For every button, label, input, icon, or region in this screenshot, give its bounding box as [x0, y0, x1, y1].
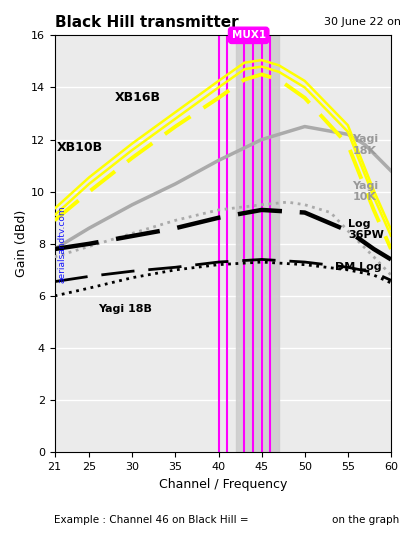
Text: Yagi 18B: Yagi 18B: [98, 304, 152, 314]
Text: aerialsandtv.com: aerialsandtv.com: [57, 205, 66, 282]
Text: on the graph: on the graph: [332, 515, 400, 525]
Text: Yagi
18K: Yagi 18K: [352, 134, 378, 156]
Text: Log
36PW: Log 36PW: [348, 219, 384, 240]
Text: Example : Channel 46 on Black Hill =: Example : Channel 46 on Black Hill =: [54, 515, 248, 525]
Y-axis label: Gain (dBd): Gain (dBd): [15, 210, 28, 278]
Text: Yagi
10K: Yagi 10K: [352, 181, 378, 202]
Text: MUX1: MUX1: [287, 516, 322, 525]
Text: XB10B: XB10B: [57, 141, 103, 154]
Text: 30 June 22 on: 30 June 22 on: [324, 17, 401, 27]
Text: XB16B: XB16B: [115, 91, 161, 104]
Bar: [236, 35, 279, 452]
Text: Black Hill transmitter: Black Hill transmitter: [55, 15, 238, 30]
Text: DM Log: DM Log: [335, 262, 382, 272]
Text: MUX1: MUX1: [232, 30, 266, 40]
X-axis label: Channel / Frequency: Channel / Frequency: [159, 478, 287, 491]
